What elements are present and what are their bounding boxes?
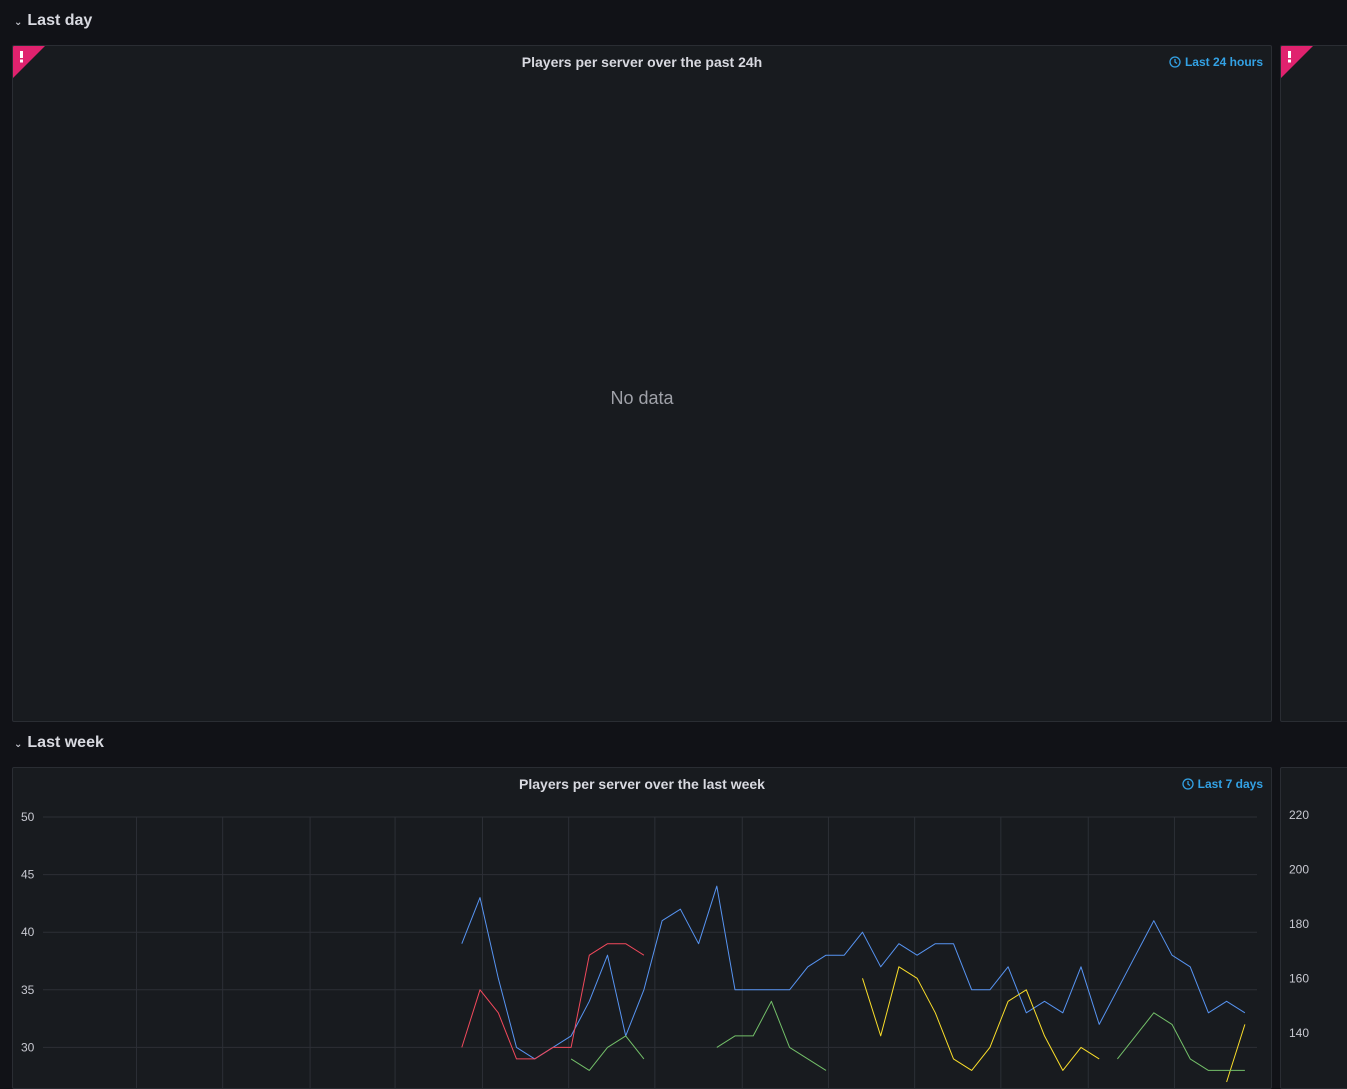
y-tick-label: 50 (21, 810, 35, 824)
y-tick-label: 200 (1289, 863, 1309, 877)
no-data-message: No data (610, 388, 674, 408)
clock-icon (1169, 56, 1181, 68)
row-title: Last week (27, 734, 104, 751)
y-tick-label: 40 (21, 925, 35, 939)
panel-week-secondary[interactable]: 220 200 180 160 140 (1280, 767, 1347, 1089)
chevron-down-icon: ⌄ (14, 16, 23, 28)
y-axis: 220 200 180 160 140 (1289, 808, 1309, 1040)
y-tick-label: 140 (1289, 1026, 1309, 1040)
series-line-1[interactable] (461, 943, 645, 1060)
timeseries-chart[interactable]: 30 35 40 45 50 (13, 768, 1271, 1088)
clock-icon (1181, 778, 1194, 790)
y-tick-label: 45 (21, 868, 35, 882)
chevron-down-icon: ⌄ (14, 738, 23, 750)
series-line-2[interactable] (862, 966, 1246, 1083)
y-tick-label: 160 (1289, 972, 1309, 986)
y-tick-label: 220 (1289, 808, 1309, 822)
panel-day-secondary[interactable] (1280, 45, 1347, 722)
time-override-label: Last 7 days (1197, 777, 1263, 791)
y-tick-label: 180 (1289, 917, 1309, 931)
panel-players-24h[interactable]: Players per server over the past 24h Las… (12, 45, 1272, 722)
panel-players-week[interactable]: Players per server over the last week La… (12, 767, 1272, 1089)
error-indicator-icon[interactable] (13, 46, 45, 78)
panel-title[interactable]: Players per server over the past 24h (521, 54, 763, 70)
row-toggle-last-week[interactable]: ⌄ Last week (14, 731, 104, 755)
error-indicator-icon[interactable] (1281, 46, 1313, 78)
series-line-3[interactable] (570, 1000, 1245, 1071)
time-override: Last 7 days (1181, 777, 1263, 791)
series-line-0[interactable] (461, 885, 1246, 1060)
row-title: Last day (27, 12, 93, 29)
y-tick-label: 35 (21, 983, 35, 997)
y-tick-label: 30 (21, 1040, 35, 1054)
row-toggle-last-day[interactable]: ⌄ Last day (14, 9, 92, 33)
time-override-label: Last 24 hours (1184, 55, 1263, 69)
time-override: Last 24 hours (1169, 55, 1263, 69)
panel-title[interactable]: Players per server over the last week (519, 776, 765, 792)
